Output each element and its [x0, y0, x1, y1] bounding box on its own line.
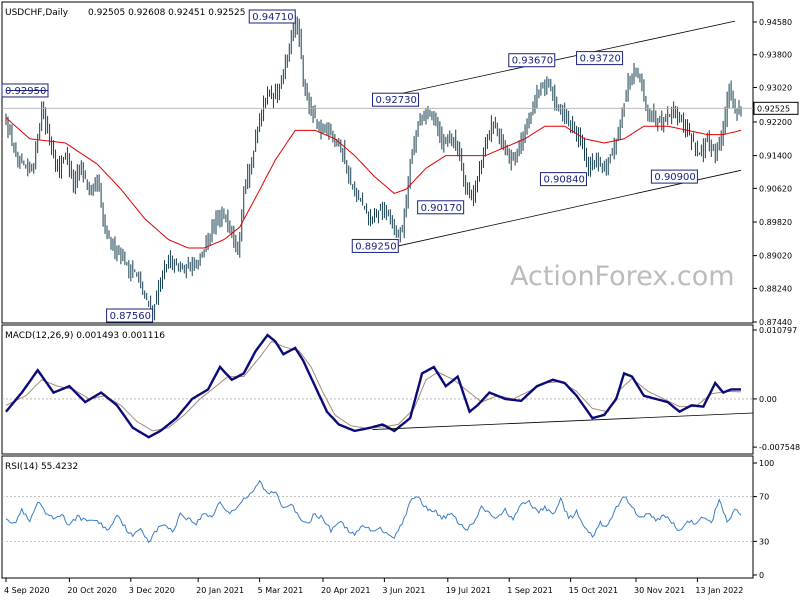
rsi-axis: 100 70 30 0 — [753, 459, 774, 580]
rsi-tick-label: 0 — [759, 571, 764, 580]
date-tick-label: 1 Sep 2021 — [507, 586, 553, 595]
price-callout-box — [508, 53, 556, 68]
price-callout-label: 0.93670 — [512, 56, 553, 67]
price-callout-label: 0.90900 — [654, 172, 695, 183]
price-callout-label: 0.92730 — [376, 95, 417, 106]
price-tick-label: 0.90620 — [759, 184, 792, 193]
current-price-label: 0.92525 — [757, 104, 790, 113]
date-tick-label: 20 Jan 2021 — [196, 586, 244, 595]
macd-trend-line — [372, 412, 754, 430]
macd-tick-label: 0.00 — [759, 395, 777, 404]
macd-pane-title: MACD(12,26,9) 0.001493 0.001116 — [5, 331, 165, 341]
price-bars — [5, 15, 742, 321]
price-tick-label: 0.94580 — [759, 18, 792, 27]
rsi-pane-title: RSI(14) 55.4232 — [5, 462, 78, 472]
rsi-tick-label: 70 — [759, 493, 769, 502]
price-callout-box — [248, 9, 296, 24]
price-tick-label: 0.93800 — [759, 51, 792, 60]
price-tick-label: 0.88240 — [759, 284, 792, 293]
price-callouts: 0.92950 0.94710 0.87560 0.92730 0.89250 0.901… — [1, 9, 698, 323]
price-callout-label: 0.90170 — [421, 203, 462, 214]
price-pane-symbol: USDCHF,Daily — [5, 8, 69, 18]
date-tick-label: 30 Nov 2021 — [634, 586, 685, 595]
price-pane-ohlc: 0.92505 0.92608 0.92451 0.92525 — [88, 8, 245, 18]
price-pane-frame — [1, 1, 754, 324]
macd-main-line — [5, 333, 741, 439]
date-tick-label: 3 Jun 2021 — [382, 586, 425, 595]
macd-tick-label: 0.010797 — [759, 326, 797, 335]
date-tick-label: 13 Jan 2022 — [695, 586, 743, 595]
price-callout-box — [106, 308, 154, 323]
macd-pane-frame — [1, 324, 754, 455]
price-callout-label: 0.89250 — [355, 241, 396, 252]
price-tick-label: 0.92200 — [759, 118, 792, 127]
price-tick-label: 0.87440 — [759, 318, 792, 327]
price-axis: 0.94580 0.93800 0.93020 0.92200 0.91400 0.906… — [753, 18, 792, 327]
rsi-line — [5, 479, 742, 544]
date-tick-label: 20 Oct 2020 — [67, 586, 116, 595]
macd-tick-label: -0.007548 — [759, 443, 800, 452]
price-callout-box — [539, 172, 587, 187]
date-tick-label: 15 Oct 2021 — [569, 586, 618, 595]
price-callout-label: 0.94710 — [252, 12, 293, 23]
macd-axis: 0.010797 0.00 -0.007548 — [753, 326, 800, 452]
current-price: 0.92525 — [2, 101, 799, 115]
price-callout-label: 0.87560 — [110, 311, 151, 322]
date-tick-label: 19 Jul 2021 — [446, 586, 491, 595]
rsi-tick-label: 30 — [759, 537, 769, 546]
watermark: ActionForex.com — [510, 261, 735, 292]
moving-average — [5, 117, 742, 249]
price-callout-box — [372, 92, 420, 107]
rsi-tick-label: 100 — [759, 459, 774, 468]
date-tick-label: 20 Apr 2021 — [321, 586, 370, 595]
price-callout-label: 0.92950 — [5, 86, 46, 97]
price-callout-box — [576, 51, 624, 66]
date-axis: 4 Sep 2020 20 Oct 2020 3 Dec 2020 20 Jan 20… — [4, 578, 743, 595]
date-tick-label: 4 Sep 2020 — [4, 586, 50, 595]
price-callout-label: 0.93720 — [580, 54, 621, 65]
macd-pane: MACD(12,26,9) 0.001493 0.001116 0.010797… — [1, 324, 800, 455]
price-callout-label: 0.90840 — [543, 175, 584, 186]
price-tick-label: 0.89820 — [759, 218, 792, 227]
rsi-pane: RSI(14) 55.4232 100 70 30 0 — [1, 455, 774, 580]
price-callout-box — [417, 200, 465, 215]
rsi-pane-frame — [1, 455, 754, 579]
date-tick-label: 5 Mar 2021 — [258, 586, 304, 595]
price-callout-box — [351, 238, 399, 253]
rsi-lines — [2, 479, 753, 544]
price-pane: USDCHF,Daily 0.92505 0.92608 0.92451 0.9… — [1, 1, 799, 327]
moving-average-line — [5, 117, 742, 249]
price-tick-label: 0.93020 — [759, 84, 792, 93]
macd-lines — [2, 333, 754, 439]
date-tick-label: 3 Dec 2020 — [129, 586, 175, 595]
price-tick-label: 0.89020 — [759, 252, 792, 261]
price-tick-label: 0.91400 — [759, 152, 792, 161]
price-callout-box — [650, 169, 698, 184]
current-price-box — [753, 101, 799, 115]
